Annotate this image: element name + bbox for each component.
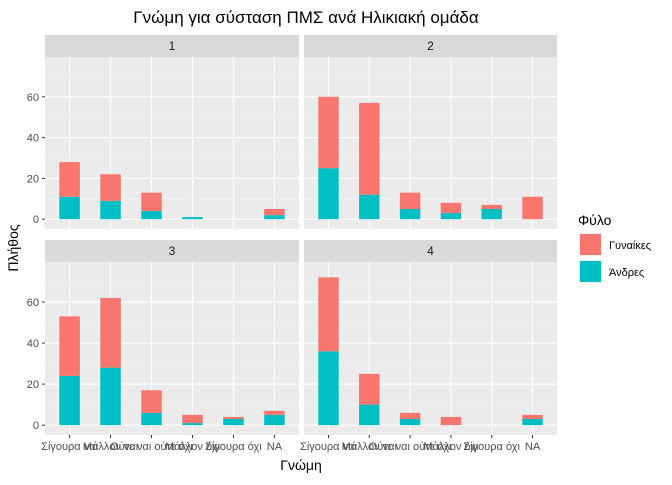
bar-gynaikes	[399, 192, 421, 210]
y-tick-label: 20	[27, 379, 39, 391]
panel-background	[304, 262, 557, 435]
y-tick-label: 20	[27, 173, 39, 185]
bar-andres	[264, 215, 285, 220]
bar-gynaikes	[522, 414, 543, 419]
bar-andres	[182, 423, 203, 426]
legend-label: Γυναίκες	[609, 240, 651, 252]
y-axis-label: Πλήθος	[5, 224, 21, 271]
bar-andres	[522, 418, 543, 426]
x-tick-label: NA	[267, 441, 283, 453]
bar-gynaikes	[59, 162, 80, 197]
x-tick-label: Σίγουρα ναι	[300, 441, 357, 453]
bar-gynaikes	[522, 196, 543, 220]
bar-andres	[100, 367, 121, 426]
bar-gynaikes	[399, 412, 421, 419]
legend-key	[580, 234, 601, 255]
facet-panel-1: 1 0 20 40 60	[27, 35, 299, 229]
x-tick-label: Μάλλον ναι	[83, 441, 139, 453]
x-tick-label: Μάλλον όχι	[423, 441, 479, 453]
bar-andres	[481, 209, 502, 220]
legend-title: Φύλο	[578, 212, 612, 228]
y-tick-label: 40	[27, 133, 39, 145]
panel-background	[45, 262, 299, 435]
y-tick-label: 0	[33, 214, 39, 226]
bar-gynaikes	[100, 174, 121, 201]
facet-strip-label: 4	[427, 244, 434, 258]
bar-andres	[440, 213, 462, 220]
bar-andres	[141, 412, 162, 426]
legend: Φύλο Γυναίκες Άνδρες	[578, 212, 651, 283]
bar-gynaikes	[318, 277, 339, 352]
facet-strip-label: 1	[169, 39, 176, 53]
x-tick-label: Σίγουρα όχι	[205, 441, 262, 453]
bar-andres	[182, 217, 203, 220]
facet-strip	[45, 240, 299, 262]
x-tick-label: NA	[525, 441, 541, 453]
y-tick-label: 60	[27, 92, 39, 104]
bar-gynaikes	[440, 416, 462, 426]
legend-label: Άνδρες	[609, 267, 644, 279]
bar-gynaikes	[481, 204, 502, 210]
y-tick-label: 60	[27, 297, 39, 309]
facet-strip-label: 2	[427, 39, 434, 53]
y-tick-label: 40	[27, 338, 39, 350]
panel-background	[304, 57, 557, 229]
x-tick-label: Ούτε ναι ούτε όχι	[369, 441, 452, 453]
facet-strip	[304, 35, 557, 57]
bar-andres	[59, 196, 80, 220]
bar-gynaikes	[59, 316, 80, 376]
chart-title: Γνώμη για σύσταση ΠΜΣ ανά Ηλικιακή ομάδα	[133, 8, 479, 27]
legend-key	[580, 261, 601, 282]
panel-background	[45, 57, 299, 229]
facet-strip	[45, 35, 299, 57]
bar-andres	[399, 209, 421, 220]
x-axis-label: Γνώμη	[280, 457, 322, 473]
bar-gynaikes	[182, 414, 203, 424]
x-tick-label: Σίγουρα όχι	[463, 441, 520, 453]
bar-andres	[359, 404, 380, 426]
bar-andres	[59, 375, 80, 426]
bar-gynaikes	[223, 416, 244, 419]
bar-andres	[318, 351, 339, 426]
bar-gynaikes	[440, 202, 462, 214]
x-tick-label: Μάλλον ναι	[342, 441, 398, 453]
facet-strip	[304, 240, 557, 262]
y-tick-label: 0	[33, 420, 39, 432]
bar-andres	[359, 194, 380, 220]
bar-andres	[399, 418, 421, 426]
bar-gynaikes	[141, 390, 162, 413]
bar-gynaikes	[264, 410, 285, 415]
bar-andres	[100, 200, 121, 220]
facet-panel-2: 2	[304, 35, 557, 229]
bar-gynaikes	[264, 209, 285, 216]
x-tick-label: Μάλλον όχι	[165, 441, 221, 453]
bar-andres	[223, 418, 244, 426]
bar-gynaikes	[100, 297, 121, 368]
x-tick-label: Ούτε ναι ούτε όχι	[110, 441, 193, 453]
bar-gynaikes	[318, 96, 339, 169]
bar-andres	[318, 168, 339, 220]
bar-gynaikes	[141, 192, 162, 212]
facet-strip-label: 3	[169, 244, 176, 258]
bar-andres	[141, 211, 162, 220]
bar-andres	[264, 414, 285, 426]
x-tick-label: Σίγουρα ναι	[41, 441, 98, 453]
bar-gynaikes	[359, 102, 380, 195]
bar-gynaikes	[359, 373, 380, 405]
